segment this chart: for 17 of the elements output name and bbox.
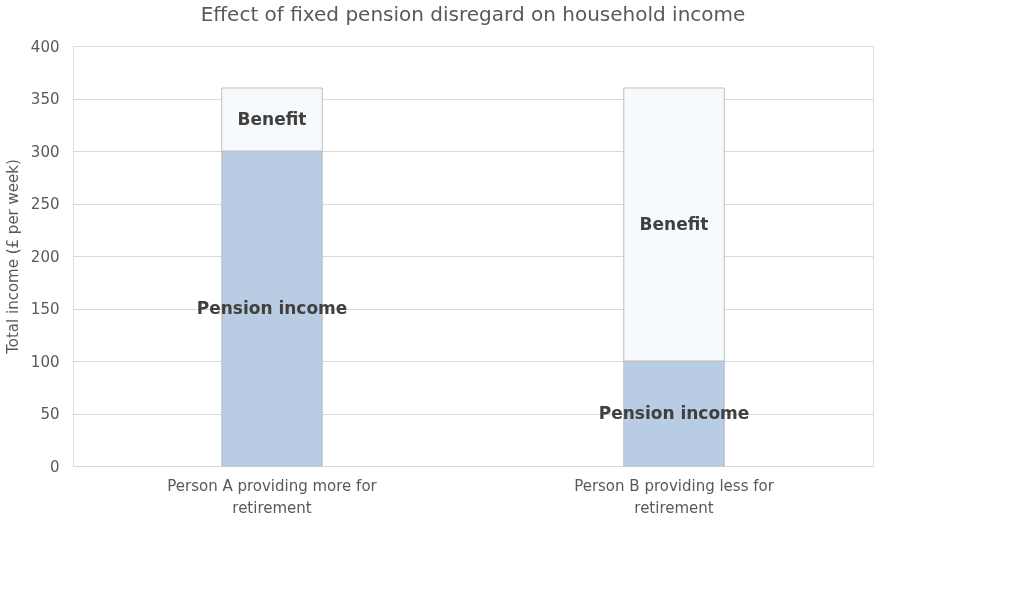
y-tick-label: 50 (40, 405, 60, 423)
text: Benefit (639, 213, 709, 234)
y-axis-title: Total income (£ per week) (3, 159, 22, 355)
series-label: Pension income (196, 297, 348, 318)
y-tick-label: 350 (30, 90, 60, 108)
y-tick-label: 0 (49, 457, 60, 476)
y-tick-label: 100 (30, 352, 60, 371)
y-tick-label: 300 (30, 142, 60, 161)
x-tick-label: Person B providing less for retirement (574, 476, 775, 517)
y-tick-label: 150 (30, 300, 60, 318)
x-tick-label: Person A providing more for retirement (167, 476, 378, 517)
y-tick-label: 200 (30, 247, 60, 266)
text: Pension income (598, 402, 750, 423)
y-tick-label: 250 (30, 195, 60, 213)
chart-title: Effect of fixed pension disregard on household income (200, 2, 746, 26)
series-label: Benefit (237, 108, 307, 129)
y-tick-label: 400 (30, 37, 60, 56)
